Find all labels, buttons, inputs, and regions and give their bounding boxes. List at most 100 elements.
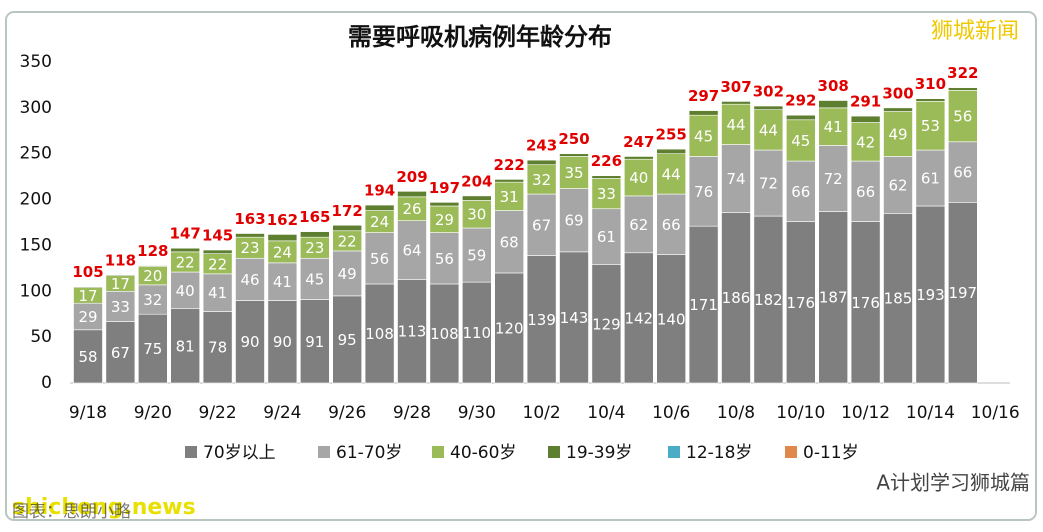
data-label: 187 xyxy=(819,289,848,307)
data-label: 49 xyxy=(888,125,907,143)
legend-swatch xyxy=(318,446,330,458)
data-label: 20 xyxy=(143,267,162,285)
bar-segment xyxy=(494,181,525,211)
data-label: 23 xyxy=(305,239,324,257)
bar-segment xyxy=(818,211,849,384)
x-tick-label: 10/6 xyxy=(652,403,690,423)
x-tick-label: 9/28 xyxy=(393,403,431,423)
total-label: 165 xyxy=(299,208,330,226)
bar-segment xyxy=(850,221,881,384)
total-label: 322 xyxy=(947,64,978,82)
data-label: 185 xyxy=(884,290,913,308)
total-label: 162 xyxy=(267,211,298,229)
data-label: 46 xyxy=(240,271,259,289)
bar-segment xyxy=(397,279,427,384)
data-label: 74 xyxy=(726,170,745,188)
bar-segment xyxy=(202,273,233,312)
data-label: 56 xyxy=(435,250,454,268)
legend-label: 40-60岁 xyxy=(450,443,516,463)
bar-segment xyxy=(947,90,978,143)
legend-label: 19-39岁 xyxy=(566,443,632,463)
bar-segment xyxy=(364,283,395,384)
bar-segment xyxy=(559,188,589,253)
bar-segment xyxy=(170,271,200,310)
bar-segment xyxy=(947,141,978,203)
data-label: 40 xyxy=(176,282,195,300)
x-tick-label: 9/30 xyxy=(458,403,496,423)
data-label: 56 xyxy=(370,250,389,268)
y-tick-label: 300 xyxy=(20,98,52,118)
bar-segment xyxy=(235,257,265,301)
data-label: 171 xyxy=(689,296,718,314)
bar-segment xyxy=(591,264,622,384)
data-label: 176 xyxy=(786,294,815,312)
bar-segment xyxy=(850,115,881,123)
data-label: 140 xyxy=(657,310,686,328)
watermark: 狮城新闻 xyxy=(931,19,1019,44)
bar-segment xyxy=(299,257,330,300)
bar-segment xyxy=(202,249,233,254)
data-label: 139 xyxy=(527,311,556,329)
data-label: 61 xyxy=(597,228,616,246)
x-tick-label: 10/8 xyxy=(717,403,755,423)
data-label: 182 xyxy=(754,291,783,309)
bar-segment xyxy=(526,164,557,195)
x-tick-label: 10/10 xyxy=(776,403,825,423)
y-tick-label: 50 xyxy=(30,327,52,347)
bar-segment xyxy=(73,302,103,331)
y-tick-label: 200 xyxy=(20,190,52,210)
bar-segment xyxy=(138,265,168,267)
total-label: 255 xyxy=(656,126,687,144)
total-label: 145 xyxy=(202,227,233,245)
bar-segment xyxy=(267,300,298,384)
bar-segment xyxy=(883,213,913,384)
bar-segment xyxy=(656,254,687,384)
data-label: 41 xyxy=(824,118,843,136)
data-label: 90 xyxy=(240,333,259,351)
bar-segment xyxy=(656,193,687,255)
total-label: 292 xyxy=(785,92,816,110)
bar-segment xyxy=(397,220,427,280)
total-label: 172 xyxy=(332,202,363,220)
bar-segment xyxy=(235,233,265,238)
bar-segment xyxy=(202,311,233,384)
y-tick-label: 350 xyxy=(20,52,52,72)
data-label: 59 xyxy=(467,247,486,265)
data-label: 193 xyxy=(916,286,945,304)
total-label: 204 xyxy=(461,172,492,190)
data-label: 41 xyxy=(208,284,227,302)
x-tick-label: 9/18 xyxy=(69,403,107,423)
bar-segment xyxy=(235,300,265,384)
bar-segment xyxy=(364,232,395,285)
x-tick-label: 10/4 xyxy=(587,403,625,423)
bar-segment xyxy=(332,250,363,297)
x-tick-label: 10/14 xyxy=(906,403,955,423)
total-label: 226 xyxy=(591,152,622,170)
data-label: 143 xyxy=(560,309,589,327)
bar-segment xyxy=(656,148,687,155)
bar-segment xyxy=(332,295,363,384)
bar-segment xyxy=(299,299,330,384)
data-label: 72 xyxy=(824,170,843,188)
data-label: 22 xyxy=(176,253,195,271)
data-label: 40 xyxy=(629,169,648,187)
data-label: 67 xyxy=(111,344,130,362)
data-label: 45 xyxy=(791,132,810,150)
bar-segment xyxy=(947,87,978,91)
legend-swatch xyxy=(668,446,680,458)
data-label: 22 xyxy=(208,255,227,273)
data-label: 91 xyxy=(305,333,324,351)
data-label: 64 xyxy=(402,242,421,260)
total-label: 222 xyxy=(494,156,525,174)
legend-swatch xyxy=(548,446,560,458)
total-label: 147 xyxy=(170,225,201,243)
data-label: 45 xyxy=(305,270,324,288)
bar-segment xyxy=(785,160,816,222)
legend-swatch xyxy=(185,446,197,458)
total-label: 118 xyxy=(105,251,136,269)
chart-title: 需要呼吸机病例年龄分布 xyxy=(348,23,612,51)
total-label: 297 xyxy=(688,87,719,105)
data-label: 76 xyxy=(694,183,713,201)
data-label: 42 xyxy=(856,133,875,151)
bar-segment xyxy=(559,153,589,157)
